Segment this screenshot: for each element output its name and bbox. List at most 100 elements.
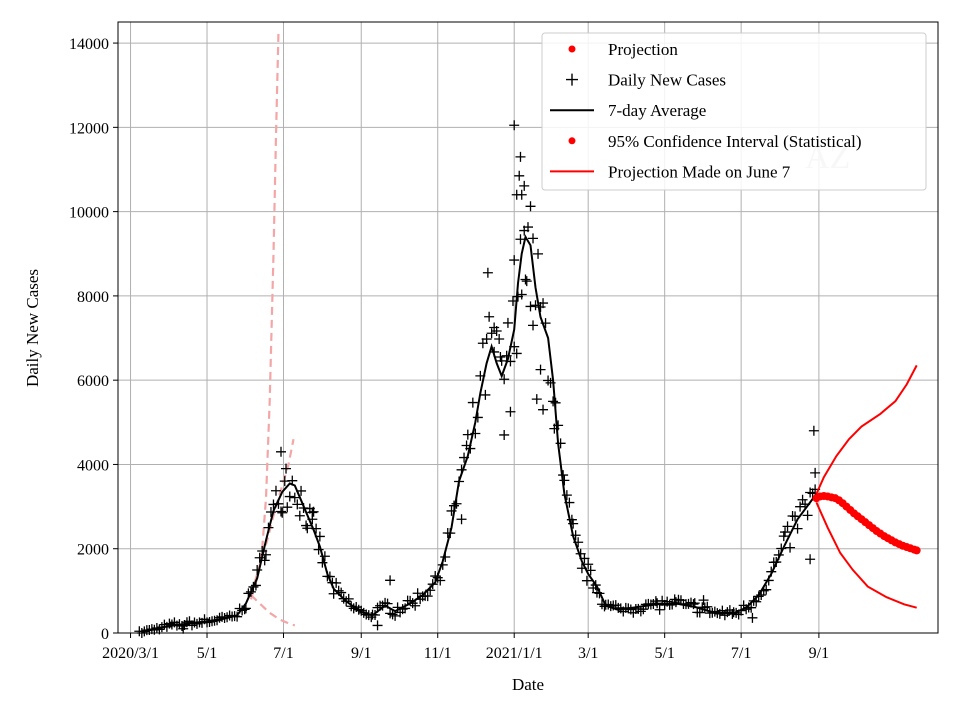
daily-case-marker bbox=[521, 276, 532, 287]
legend-label: Projection bbox=[608, 40, 678, 59]
daily-case-marker bbox=[525, 201, 536, 212]
daily-case-marker bbox=[178, 623, 189, 634]
daily-case-marker bbox=[372, 620, 383, 631]
daily-case-marker bbox=[484, 311, 495, 322]
y-tick-label: 14000 bbox=[69, 36, 109, 53]
daily-case-marker bbox=[495, 351, 506, 362]
daily-case-marker bbox=[583, 559, 594, 570]
daily-case-marker bbox=[282, 502, 293, 513]
y-tick-label: 12000 bbox=[69, 120, 109, 137]
daily-case-marker bbox=[390, 610, 401, 621]
daily-case-marker bbox=[385, 608, 396, 619]
x-tick-label: 11/1 bbox=[424, 645, 452, 662]
legend-box bbox=[541, 32, 927, 191]
daily-case-marker bbox=[328, 588, 339, 599]
daily-case-marker bbox=[412, 588, 423, 599]
legend: Projection Daily New Cases 7-day Average 95… bbox=[541, 32, 927, 191]
y-tick-label: 4000 bbox=[77, 457, 109, 474]
daily-case-marker bbox=[790, 511, 801, 522]
daily-case-marker bbox=[499, 374, 510, 385]
daily-case-marker bbox=[780, 527, 791, 538]
daily-case-marker bbox=[515, 151, 526, 162]
x-tick-label: 2021/1/1 bbox=[486, 645, 543, 662]
daily-case-marker bbox=[746, 602, 757, 613]
daily-case-marker bbox=[462, 429, 473, 440]
axis-ticks: 2020/3/1 5/1 7/1 9/1 11/1 2021/1/1 3/1 5/1 7/1 9/… bbox=[69, 36, 829, 662]
daily-case-marker bbox=[538, 298, 549, 309]
daily-case-marker bbox=[528, 233, 539, 244]
daily-case-marker bbox=[472, 412, 483, 423]
daily-case-marker bbox=[548, 396, 559, 407]
daily-case-marker bbox=[561, 490, 572, 501]
x-tick-label: 2020/3/1 bbox=[102, 645, 159, 662]
daily-case-marker bbox=[505, 406, 516, 417]
legend-label: 95% Confidence Interval (Statistical) bbox=[608, 132, 862, 151]
daily-case-marker bbox=[499, 429, 510, 440]
daily-case-marker bbox=[481, 334, 492, 345]
daily-case-marker bbox=[559, 475, 570, 486]
daily-case-marker bbox=[292, 499, 303, 510]
daily-case-marker bbox=[275, 446, 286, 457]
y-tick-label: 2000 bbox=[77, 542, 109, 559]
daily-case-marker bbox=[387, 609, 398, 620]
daily-case-marker bbox=[635, 606, 646, 617]
daily-case-marker bbox=[289, 492, 300, 503]
daily-case-marker bbox=[275, 506, 286, 517]
daily-case-marker bbox=[516, 289, 527, 300]
x-tick-label: 9/1 bbox=[809, 645, 829, 662]
plot-frame bbox=[117, 21, 939, 634]
daily-case-marker bbox=[543, 375, 554, 386]
daily-case-marker bbox=[486, 328, 497, 339]
daily-case-marker bbox=[410, 600, 421, 611]
daily-case-marker bbox=[270, 485, 281, 496]
daily-case-marker bbox=[252, 564, 263, 575]
daily-case-marker bbox=[480, 389, 491, 400]
y-axis-label: Daily New Cases bbox=[23, 269, 42, 387]
daily-case-marker bbox=[528, 320, 539, 331]
daily-case-marker bbox=[531, 394, 542, 405]
daily-case-marker bbox=[516, 189, 527, 200]
daily-case-marker bbox=[795, 501, 806, 512]
x-tick-label: 5/1 bbox=[654, 645, 674, 662]
projection-june7-line bbox=[815, 364, 918, 495]
daily-case-marker bbox=[802, 510, 813, 521]
daily-case-marker bbox=[519, 180, 530, 191]
legend-label: Projection Made on June 7 bbox=[608, 162, 791, 181]
daily-case-marker bbox=[808, 425, 819, 436]
daily-case-marker bbox=[331, 577, 342, 588]
daily-case-marker bbox=[797, 494, 808, 505]
x-tick-label: 5/1 bbox=[197, 645, 217, 662]
seven-day-average-line bbox=[141, 234, 818, 634]
daily-case-marker bbox=[422, 591, 433, 602]
daily-case-marker bbox=[385, 575, 396, 586]
y-tick-label: 0 bbox=[101, 626, 109, 643]
daily-case-marker bbox=[535, 364, 546, 375]
daily-case-marker bbox=[520, 274, 531, 285]
daily-case-marker bbox=[581, 575, 592, 586]
series-layer bbox=[134, 30, 921, 638]
daily-case-marker bbox=[533, 248, 544, 259]
daily-case-marker bbox=[515, 234, 526, 245]
daily-case-marker bbox=[294, 510, 305, 521]
daily-case-marker bbox=[514, 170, 525, 181]
x-tick-label: 7/1 bbox=[731, 645, 751, 662]
daily-case-marker bbox=[778, 531, 789, 542]
y-tick-label: 10000 bbox=[69, 205, 109, 222]
projection-dot bbox=[912, 546, 921, 555]
legend-label: Daily New Cases bbox=[608, 71, 726, 90]
daily-case-marker bbox=[525, 301, 536, 312]
daily-case-marker bbox=[509, 255, 520, 266]
daily-case-marker bbox=[502, 317, 513, 328]
legend-label: 7-day Average bbox=[608, 101, 706, 120]
daily-case-marker bbox=[313, 544, 324, 555]
daily-case-marker bbox=[281, 463, 292, 474]
x-tick-label: 7/1 bbox=[273, 645, 293, 662]
daily-case-marker bbox=[467, 397, 478, 408]
daily-case-marker bbox=[501, 350, 512, 361]
y-tick-label: 6000 bbox=[77, 373, 109, 390]
legend-marker-plus bbox=[566, 73, 578, 86]
daily-case-marker bbox=[670, 597, 681, 608]
daily-case-marker bbox=[519, 225, 530, 236]
legend-marker-dot bbox=[568, 137, 576, 145]
